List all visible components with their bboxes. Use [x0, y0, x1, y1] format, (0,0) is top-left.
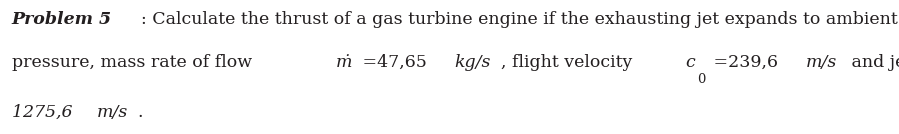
Text: =239,6: =239,6 [708, 54, 784, 71]
Text: =47,65: =47,65 [357, 54, 432, 71]
Text: : Calculate the thrust of a gas turbine engine if the exhausting jet expands to : : Calculate the thrust of a gas turbine … [141, 11, 897, 28]
Text: kg/s: kg/s [454, 54, 491, 71]
Text: m/s: m/s [97, 104, 128, 121]
Text: Problem 5: Problem 5 [12, 11, 111, 28]
Text: 0: 0 [698, 73, 706, 86]
Text: and jet exhaust velocity: and jet exhaust velocity [846, 54, 899, 71]
Text: .: . [138, 104, 143, 121]
Text: m/s: m/s [806, 54, 837, 71]
Text: 1275,6: 1275,6 [12, 104, 77, 121]
Text: pressure, mass rate of flow: pressure, mass rate of flow [12, 54, 263, 71]
Text: c: c [685, 54, 695, 71]
Text: ṁ: ṁ [335, 54, 352, 71]
Text: , flight velocity: , flight velocity [502, 54, 644, 71]
